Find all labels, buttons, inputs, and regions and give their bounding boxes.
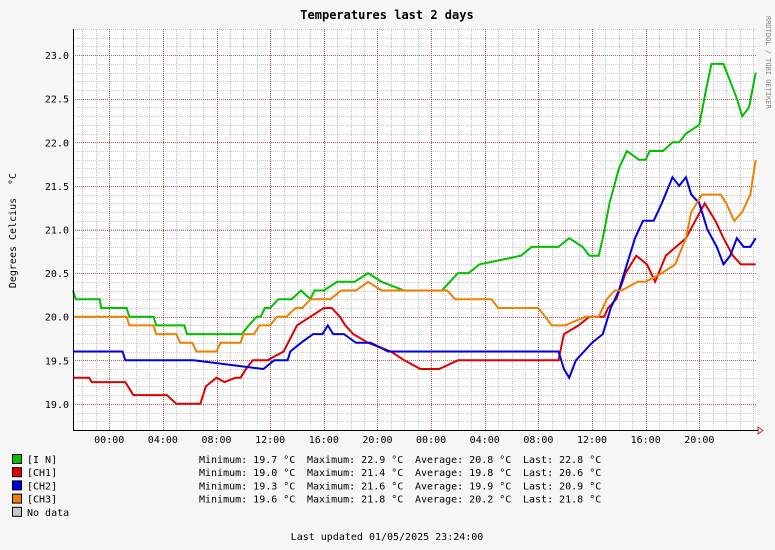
y-tick-label: 23.0 xyxy=(45,51,69,62)
y-tick-label: 21.0 xyxy=(45,226,69,237)
x-tick-label: 12:00 xyxy=(255,435,285,446)
major-grid xyxy=(73,29,757,430)
chart-title: Temperatures last 2 days xyxy=(300,8,473,22)
x-tick-label: 12:00 xyxy=(577,435,607,446)
y-tick-label: 20.5 xyxy=(45,269,69,280)
x-tick-label: 08:00 xyxy=(523,435,553,446)
x-axis-arrow-icon xyxy=(757,426,764,435)
series-line-in xyxy=(72,62,757,336)
axes xyxy=(73,29,764,435)
x-axis-ticks: 00:00 04:00 08:00 12:00 16:00 20:00 00:00 04:00… xyxy=(94,435,714,446)
y-tick-label: 22.5 xyxy=(45,95,69,106)
y-tick-label: 19.5 xyxy=(45,356,69,367)
x-tick-label: 16:00 xyxy=(309,435,339,446)
series-line-ch3 xyxy=(73,159,757,353)
y-axis-ticks: 19.0 19.5 20.0 20.5 21.0 21.5 22.0 22.5 23.0 xyxy=(45,51,69,411)
x-tick-label: 04:00 xyxy=(470,435,500,446)
y-tick-label: 20.0 xyxy=(45,313,69,324)
y-axis-unit: °C xyxy=(8,173,19,185)
y-tick-label: 22.0 xyxy=(45,138,69,149)
x-tick-label: 16:00 xyxy=(631,435,661,446)
x-tick-label: 20:00 xyxy=(362,435,392,446)
y-axis-label: Degrees Celcius xyxy=(8,198,19,288)
x-tick-label: 04:00 xyxy=(148,435,178,446)
x-tick-label: 00:00 xyxy=(94,435,124,446)
x-tick-label: 20:00 xyxy=(684,435,714,446)
series-lines xyxy=(72,62,757,405)
x-tick-label: 08:00 xyxy=(201,435,231,446)
y-tick-label: 19.0 xyxy=(45,400,69,411)
x-tick-label: 00:00 xyxy=(416,435,446,446)
series-line-ch1 xyxy=(73,201,756,405)
rrdtool-watermark: RRDTOOL / TOBI OETIKER xyxy=(764,16,772,110)
y-tick-label: 21.5 xyxy=(45,182,69,193)
